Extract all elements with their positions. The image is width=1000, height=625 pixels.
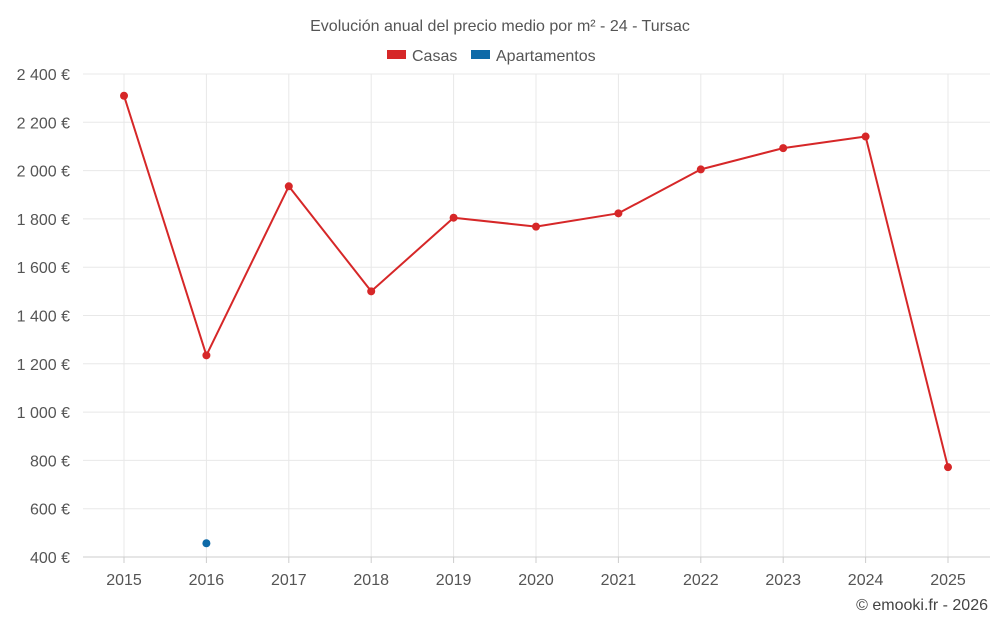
x-tick-label: 2024 bbox=[848, 572, 884, 589]
data-point-casas[interactable] bbox=[120, 91, 128, 100]
x-tick-label: 2025 bbox=[930, 572, 966, 589]
legend-label-casas: Casas bbox=[412, 48, 457, 65]
data-point-casas[interactable] bbox=[614, 209, 623, 218]
y-tick-label: 600 € bbox=[30, 502, 70, 519]
data-point-casas[interactable] bbox=[532, 222, 540, 231]
legend-label-apartamentos: Apartamentos bbox=[496, 48, 596, 65]
data-point-casas[interactable] bbox=[449, 213, 458, 222]
legend-swatch-casas bbox=[387, 50, 406, 59]
y-axis-labels: 400 € 600 € 800 € 1 000 € 1 200 € 1 400 € 1 60… bbox=[17, 67, 70, 567]
x-tick-label: 2016 bbox=[189, 572, 225, 589]
x-tick-label: 2021 bbox=[601, 572, 637, 589]
y-tick-label: 1 400 € bbox=[17, 309, 70, 326]
y-tick-label: 2 400 € bbox=[17, 67, 70, 84]
chart-title: Evolución anual del precio medio por m² … bbox=[310, 18, 690, 35]
y-tick-label: 1 200 € bbox=[17, 357, 70, 374]
x-tick-label: 2017 bbox=[271, 572, 307, 589]
y-tick-label: 1 000 € bbox=[17, 405, 70, 422]
legend-swatch-apartamentos bbox=[471, 50, 490, 59]
data-point-casas[interactable] bbox=[861, 132, 870, 141]
x-tick-label: 2023 bbox=[765, 572, 801, 589]
grid bbox=[83, 73, 990, 557]
y-tick-label: 1 800 € bbox=[17, 212, 70, 229]
data-point-casas[interactable] bbox=[944, 463, 952, 472]
legend: Casas Apartamentos bbox=[387, 48, 596, 65]
credit-text: © emooki.fr - 2026 bbox=[856, 597, 988, 614]
data-point-casas[interactable] bbox=[202, 351, 211, 360]
x-tick-label: 2018 bbox=[353, 572, 389, 589]
x-tick-label: 2015 bbox=[106, 572, 142, 589]
series-points bbox=[120, 91, 952, 548]
data-point-casas[interactable] bbox=[284, 182, 293, 191]
data-point-apartamentos[interactable] bbox=[202, 539, 211, 548]
x-tick-label: 2019 bbox=[436, 572, 472, 589]
axes bbox=[83, 556, 990, 563]
y-tick-label: 2 000 € bbox=[17, 164, 70, 181]
x-tick-label: 2020 bbox=[518, 572, 554, 589]
data-point-casas[interactable] bbox=[779, 144, 788, 153]
x-tick-label: 2022 bbox=[683, 572, 719, 589]
data-point-casas[interactable] bbox=[696, 165, 705, 174]
y-tick-label: 1 600 € bbox=[17, 260, 70, 277]
legend-item-casas[interactable]: Casas bbox=[387, 48, 457, 65]
legend-item-apartamentos[interactable]: Apartamentos bbox=[471, 48, 596, 65]
y-tick-label: 400 € bbox=[30, 550, 70, 567]
y-tick-label: 2 200 € bbox=[17, 115, 70, 132]
data-point-casas[interactable] bbox=[367, 287, 376, 296]
x-axis-labels: 2015 2016 2017 2018 2019 2020 2021 2022 2023 2024… bbox=[106, 572, 966, 589]
y-tick-label: 800 € bbox=[30, 453, 70, 470]
